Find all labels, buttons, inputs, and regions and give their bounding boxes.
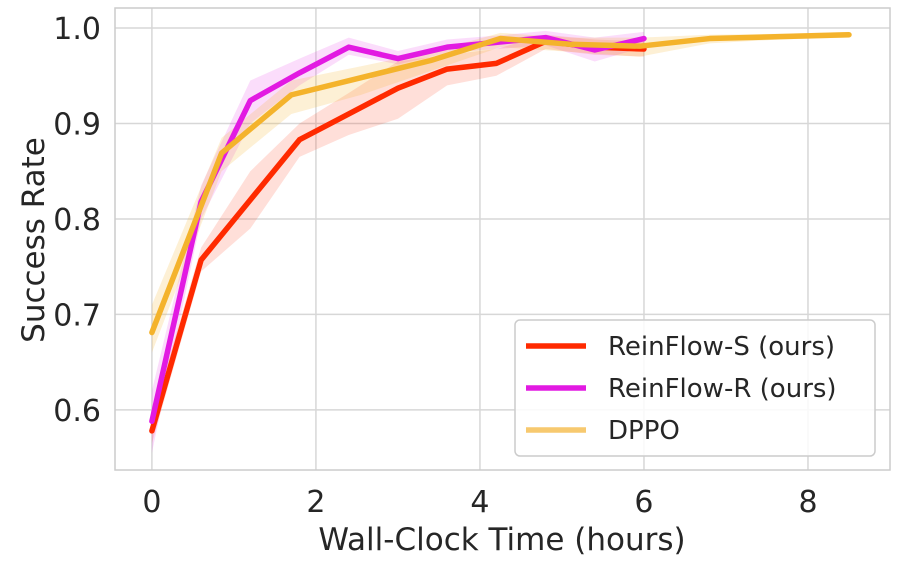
legend-label-reinflow-r-ours: ReinFlow-R (ours) (608, 374, 837, 404)
y-tick-label: 0.6 (53, 394, 101, 429)
y-tick-label: 0.7 (53, 298, 101, 333)
y-tick-label: 0.8 (53, 203, 101, 238)
band-reinflow-s-ours (151, 34, 644, 444)
x-axis-label: Wall-Clock Time (hours) (318, 522, 685, 558)
legend-label-dppo: DPPO (608, 416, 680, 446)
x-tick-label: 8 (798, 485, 817, 520)
y-tick-label: 1.0 (53, 12, 101, 47)
plot-frame (114, 7, 891, 471)
line-dppo (149, 31, 852, 336)
y-tick-labels: 0.6 0.7 0.8 0.9 1.0 (53, 12, 101, 429)
legend: ReinFlow-S (ours) ReinFlow-R (ours) DPPO (514, 319, 876, 457)
grid-lines (115, 8, 890, 470)
x-tick-label: 2 (306, 485, 325, 520)
y-axis-label: Success Rate (16, 137, 52, 343)
legend-label-reinflow-s-ours: ReinFlow-S (ours) (608, 332, 835, 362)
y-tick-label: 0.9 (53, 108, 101, 143)
series-lines (149, 31, 852, 434)
legend-box (514, 319, 876, 457)
x-tick-label: 0 (142, 485, 161, 520)
x-tick-label: 6 (634, 485, 653, 520)
x-tick-labels: 0 2 4 6 8 (142, 485, 817, 520)
confidence-bands (151, 30, 849, 453)
x-tick-label: 4 (470, 485, 489, 520)
